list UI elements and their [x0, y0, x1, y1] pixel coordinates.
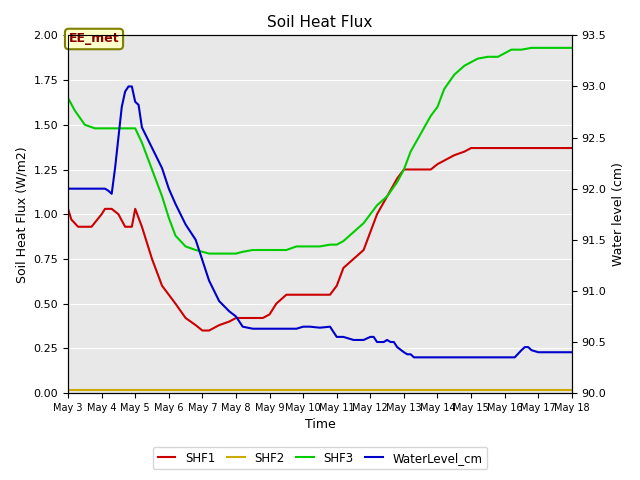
SHF3: [205, 251, 213, 256]
Title: Soil Heat Flux: Soil Heat Flux: [268, 15, 372, 30]
SHF3: [568, 45, 576, 51]
Line: WaterLevel_cm: WaterLevel_cm: [68, 86, 572, 357]
Line: SHF3: SHF3: [68, 48, 572, 253]
SHF1: [64, 206, 72, 212]
WaterLevel_cm: [165, 186, 173, 192]
SHF1: [158, 283, 166, 288]
SHF1: [568, 145, 576, 151]
WaterLevel_cm: [376, 339, 384, 345]
WaterLevel_cm: [125, 84, 132, 89]
WaterLevel_cm: [568, 349, 576, 355]
WaterLevel_cm: [64, 186, 72, 192]
SHF1: [266, 312, 273, 317]
Text: EE_met: EE_met: [68, 33, 119, 46]
Y-axis label: Water level (cm): Water level (cm): [612, 162, 625, 266]
X-axis label: Time: Time: [305, 419, 335, 432]
WaterLevel_cm: [410, 354, 418, 360]
WaterLevel_cm: [115, 135, 122, 141]
Y-axis label: Soil Heat Flux (W/m2): Soil Heat Flux (W/m2): [15, 146, 28, 283]
WaterLevel_cm: [122, 89, 129, 95]
SHF1: [508, 145, 515, 151]
Legend: SHF1, SHF2, SHF3, WaterLevel_cm: SHF1, SHF2, SHF3, WaterLevel_cm: [153, 447, 487, 469]
WaterLevel_cm: [300, 324, 307, 330]
WaterLevel_cm: [518, 348, 525, 353]
Line: SHF1: SHF1: [68, 148, 572, 331]
SHF3: [417, 131, 424, 137]
SHF3: [192, 247, 200, 253]
SHF1: [192, 322, 200, 328]
SHF1: [551, 145, 559, 151]
SHF3: [528, 45, 536, 51]
SHF1: [467, 145, 475, 151]
SHF1: [316, 292, 324, 298]
SHF3: [215, 251, 223, 256]
SHF1: [198, 328, 206, 334]
SHF3: [300, 243, 307, 249]
SHF3: [316, 243, 324, 249]
SHF3: [561, 45, 569, 51]
SHF3: [64, 95, 72, 101]
